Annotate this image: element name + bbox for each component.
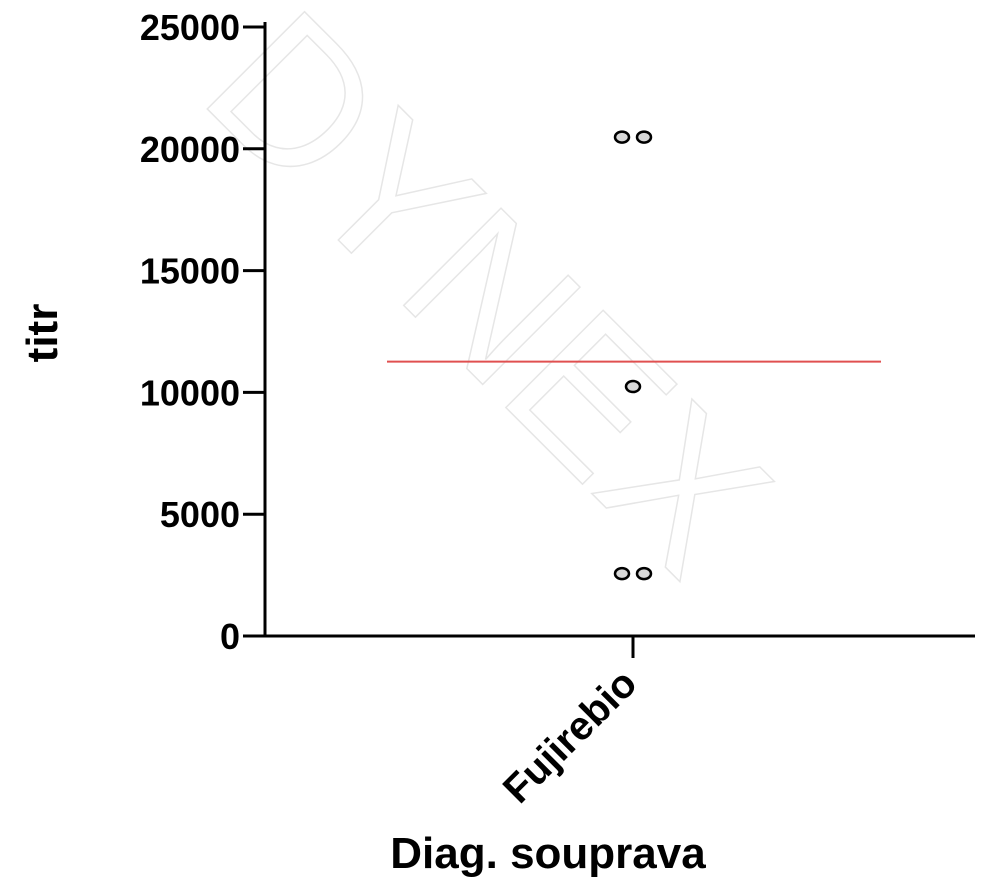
- x-tick-label: Fujirebio: [495, 661, 646, 812]
- data-point: [635, 566, 653, 581]
- watermark: DYNEX: [164, 0, 810, 616]
- y-tick-label: 5000: [160, 494, 240, 535]
- data-point: [613, 566, 631, 581]
- x-axis-title: Diag. souprava: [390, 829, 706, 878]
- y-axis-title: titr: [18, 304, 67, 363]
- data-point: [624, 379, 642, 394]
- data-marks: [387, 130, 881, 581]
- y-tick-label: 10000: [140, 372, 240, 413]
- axes: [263, 22, 975, 638]
- y-ticks: 0 5000 10000 15000 20000 25000: [140, 7, 265, 657]
- y-tick-label: 15000: [140, 251, 240, 292]
- y-tick-label: 25000: [140, 7, 240, 48]
- data-point: [635, 130, 653, 144]
- x-categories: Fujirebio: [495, 636, 646, 812]
- y-tick-label: 0: [220, 616, 240, 657]
- data-point: [613, 130, 631, 144]
- y-tick-label: 20000: [140, 129, 240, 170]
- watermark-text: DYNEX: [165, 0, 810, 615]
